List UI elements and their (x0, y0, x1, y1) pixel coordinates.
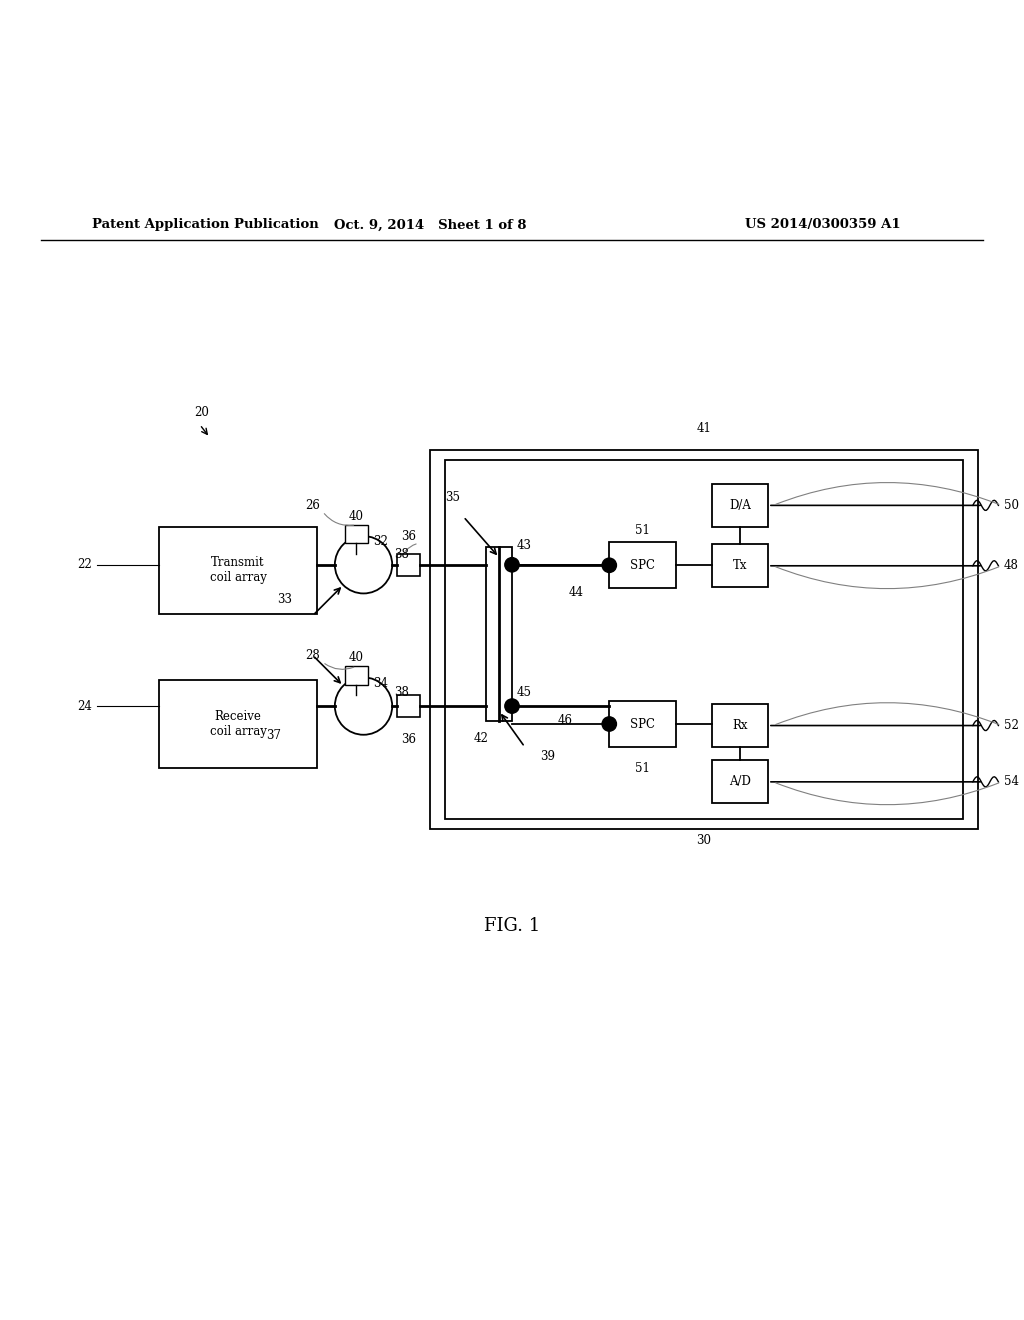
Text: 37: 37 (266, 729, 282, 742)
FancyBboxPatch shape (430, 450, 978, 829)
Text: 30: 30 (696, 834, 712, 847)
Text: 42: 42 (474, 731, 489, 744)
Circle shape (505, 557, 519, 572)
Circle shape (602, 717, 616, 731)
Text: 38: 38 (394, 548, 410, 561)
Text: US 2014/0300359 A1: US 2014/0300359 A1 (745, 218, 901, 231)
Text: SPC: SPC (630, 558, 655, 572)
Text: 38: 38 (394, 685, 410, 698)
Text: 51: 51 (635, 763, 650, 775)
Text: Patent Application Publication: Patent Application Publication (92, 218, 318, 231)
FancyBboxPatch shape (345, 525, 368, 544)
Text: 43: 43 (517, 540, 532, 553)
Text: Tx: Tx (732, 560, 748, 573)
Circle shape (335, 677, 392, 735)
Text: 34: 34 (373, 677, 388, 689)
Text: D/A: D/A (729, 499, 751, 512)
Text: 28: 28 (305, 649, 319, 663)
FancyBboxPatch shape (445, 461, 963, 818)
Text: 39: 39 (541, 750, 555, 763)
FancyBboxPatch shape (486, 548, 512, 722)
FancyBboxPatch shape (712, 760, 768, 804)
Text: 36: 36 (401, 531, 416, 544)
Text: A/D: A/D (729, 775, 751, 788)
FancyBboxPatch shape (609, 543, 676, 589)
Text: 36: 36 (401, 733, 416, 746)
Text: FIG. 1: FIG. 1 (484, 917, 540, 936)
Text: 40: 40 (349, 510, 364, 523)
Text: 20: 20 (195, 407, 210, 420)
FancyBboxPatch shape (397, 553, 420, 576)
FancyBboxPatch shape (345, 667, 368, 685)
Text: 26: 26 (305, 499, 319, 512)
FancyBboxPatch shape (159, 527, 317, 614)
Text: 40: 40 (349, 651, 364, 664)
Text: Transmit
coil array: Transmit coil array (210, 557, 266, 585)
FancyBboxPatch shape (345, 553, 368, 576)
FancyBboxPatch shape (159, 681, 317, 767)
Text: 44: 44 (568, 586, 584, 599)
FancyBboxPatch shape (345, 694, 368, 717)
Circle shape (602, 558, 616, 573)
FancyBboxPatch shape (609, 701, 676, 747)
Text: 46: 46 (558, 714, 573, 727)
Circle shape (505, 698, 519, 713)
Text: 35: 35 (445, 491, 461, 504)
Text: 51: 51 (635, 524, 650, 537)
Text: 24: 24 (77, 700, 92, 713)
Circle shape (335, 536, 392, 594)
Text: 22: 22 (78, 558, 92, 572)
FancyBboxPatch shape (397, 694, 420, 717)
FancyBboxPatch shape (712, 704, 768, 747)
Text: SPC: SPC (630, 718, 655, 730)
Text: 41: 41 (696, 421, 712, 434)
FancyBboxPatch shape (712, 484, 768, 527)
Text: 45: 45 (517, 686, 532, 698)
Text: Oct. 9, 2014   Sheet 1 of 8: Oct. 9, 2014 Sheet 1 of 8 (334, 218, 526, 231)
Text: Receive
coil array: Receive coil array (210, 710, 266, 738)
Text: 50: 50 (1004, 499, 1019, 512)
Text: 32: 32 (373, 536, 388, 548)
Text: 52: 52 (1004, 719, 1019, 733)
Text: 54: 54 (1004, 775, 1019, 788)
FancyBboxPatch shape (712, 544, 768, 587)
Text: 48: 48 (1004, 560, 1019, 573)
Text: 33: 33 (276, 594, 292, 606)
Text: Rx: Rx (732, 719, 748, 733)
